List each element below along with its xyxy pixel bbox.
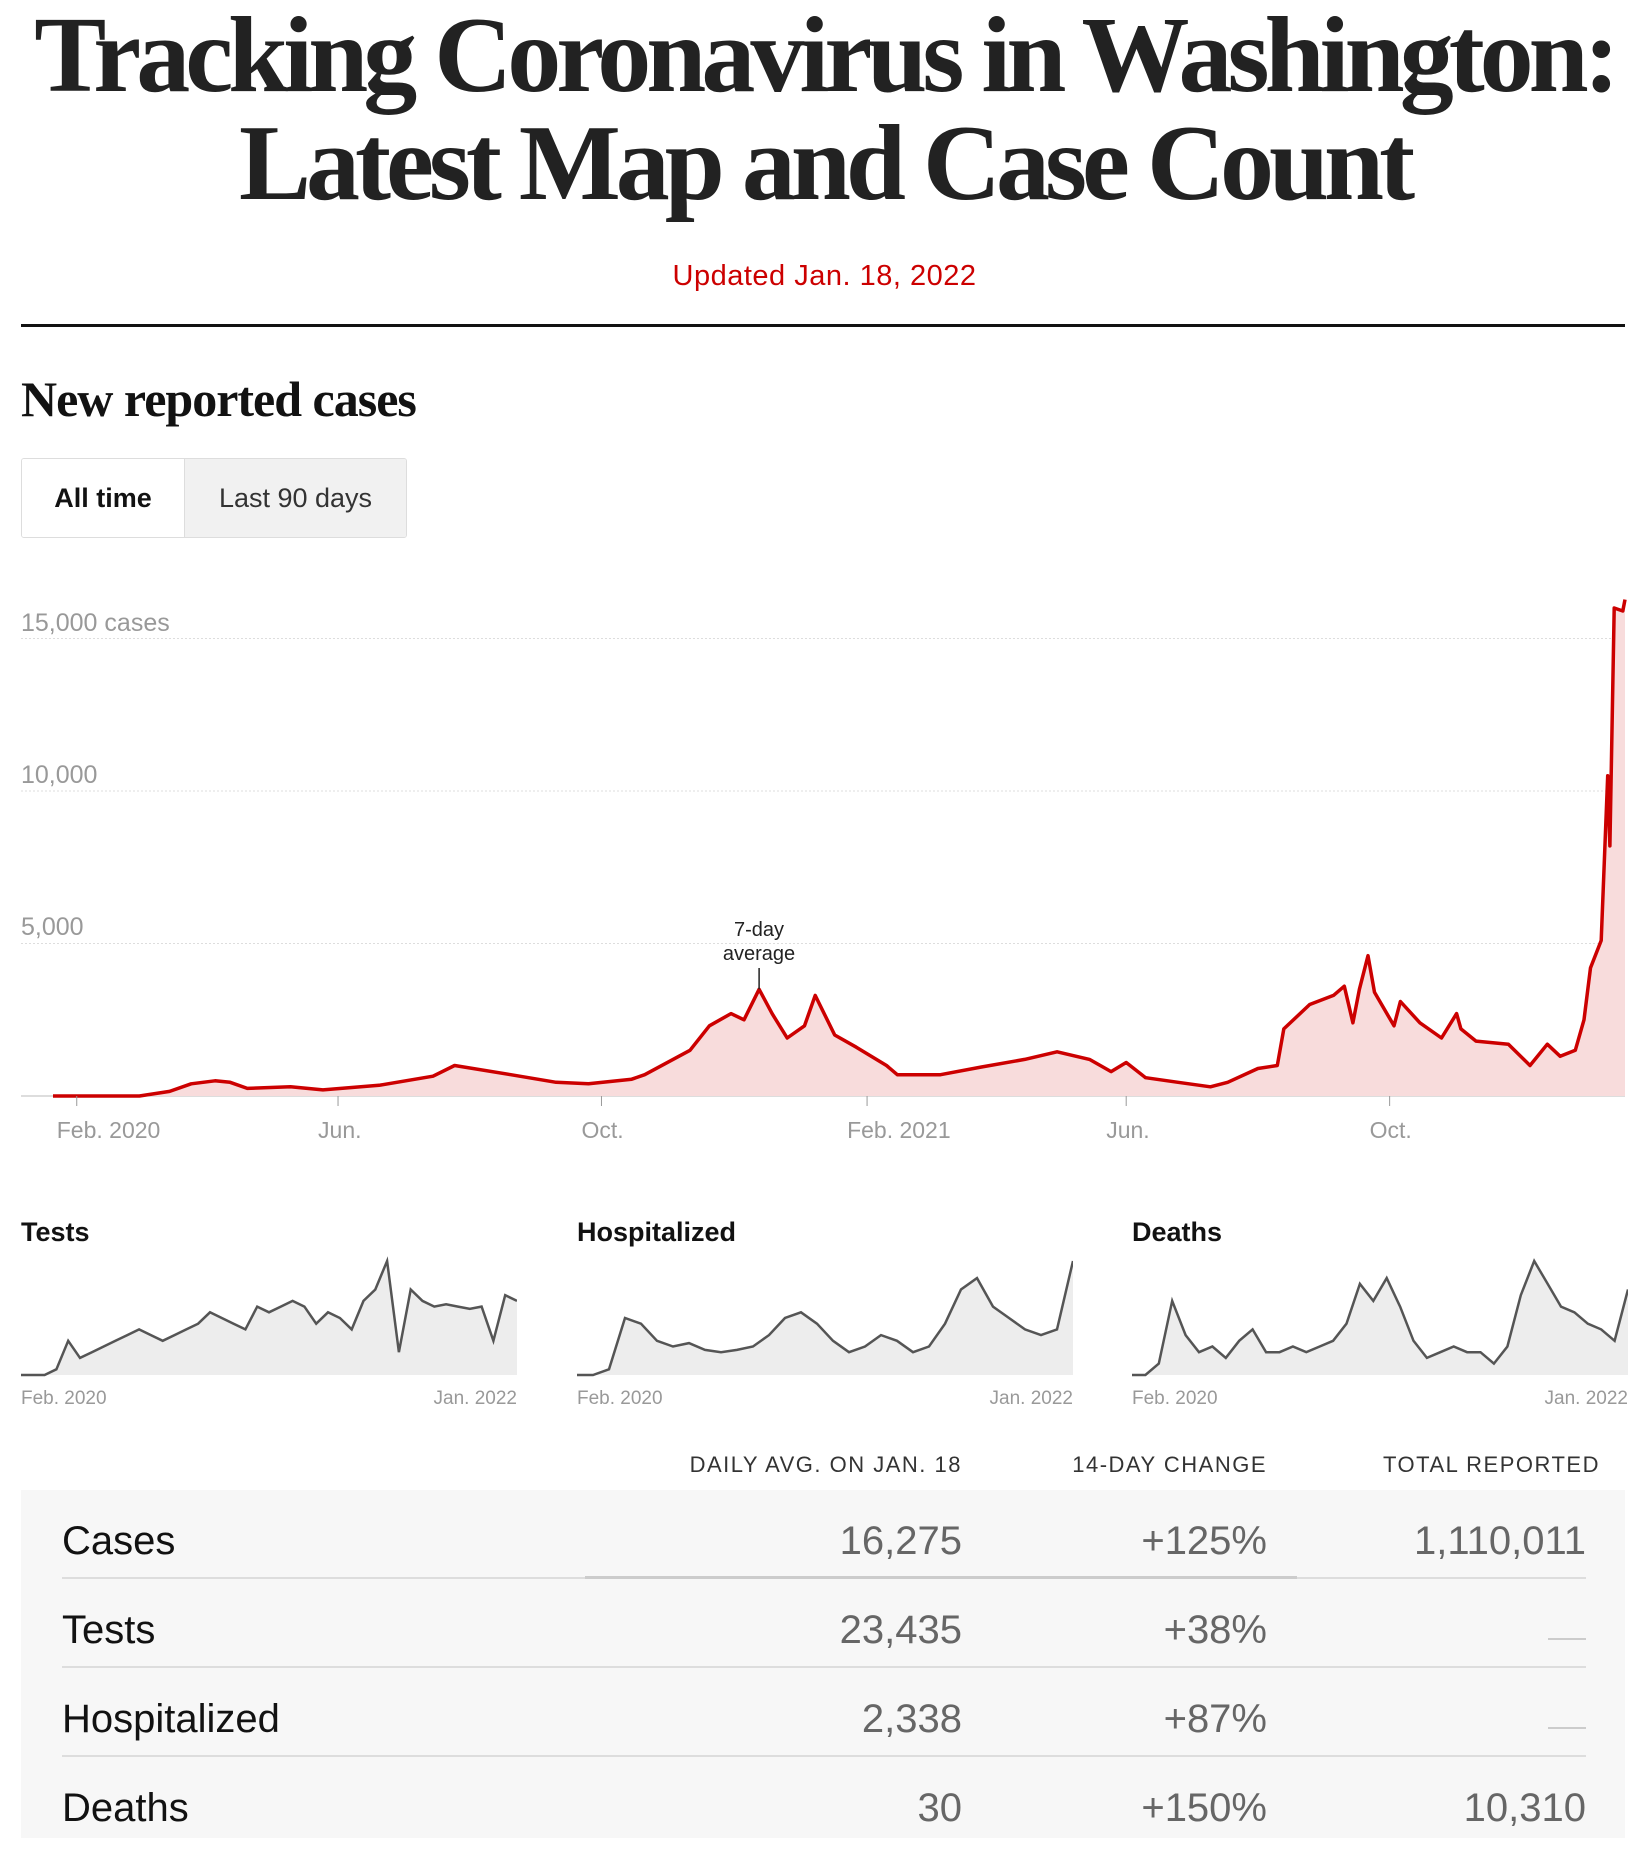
cases-total: 1,110,011 — [1413, 1519, 1586, 1563]
cases-change: +125% — [1141, 1519, 1267, 1563]
hospitalized-sparkline — [577, 1260, 1073, 1377]
tab-all-time[interactable]: All time — [22, 459, 185, 537]
spark-x-start: Feb. 2020 — [1132, 1388, 1218, 1409]
row-divider — [62, 1666, 1586, 1668]
spark-x-start: Feb. 2020 — [21, 1388, 107, 1409]
hospitalized-change: +87% — [1163, 1697, 1267, 1741]
sparkline-line — [577, 1260, 1073, 1377]
row-label-deaths: Deaths — [62, 1786, 189, 1830]
tests-chart-title: Tests — [21, 1217, 90, 1247]
annotation-line-2: average — [722, 943, 796, 965]
row-divider — [62, 1755, 1586, 1757]
header-total-reported: TOTAL REPORTED — [1382, 1452, 1600, 1477]
y-tick-label: 5,000 — [21, 913, 84, 941]
title-line-1: Tracking Coronavirus in Washington: — [34, 0, 1619, 115]
sparkline-line — [1132, 1258, 1628, 1377]
deaths-total: 10,310 — [1463, 1786, 1586, 1830]
hospitalized-chart-title: Hospitalized — [577, 1217, 737, 1247]
section-title: New reported cases — [21, 371, 417, 427]
sparkline-line — [21, 1256, 517, 1377]
y-tick-label: 10,000 — [21, 761, 98, 789]
spark-x-end: Jan. 2022 — [433, 1388, 517, 1409]
annotation-label: 7-day average — [709, 918, 809, 966]
cases-7-day-average-line — [53, 599, 1627, 1098]
y-tick-label: 15,000 cases — [21, 609, 170, 637]
x-tick-label: Feb. 2021 — [847, 1117, 951, 1143]
x-tick-label: Feb. 2020 — [56, 1117, 161, 1143]
cases-chart — [21, 599, 1627, 1106]
row-label-tests: Tests — [62, 1608, 156, 1652]
sparkline-area — [21, 1261, 517, 1375]
row-label-cases: Cases — [62, 1519, 176, 1563]
spark-x-start: Feb. 2020 — [577, 1388, 663, 1409]
tests-daily-avg: 23,435 — [839, 1608, 962, 1652]
tests-sparkline — [21, 1256, 517, 1377]
spark-x-end: Jan. 2022 — [1544, 1388, 1628, 1409]
tests-total-empty: — — [1548, 1638, 1586, 1640]
updated-timestamp: Updated Jan. 18, 2022 — [672, 260, 977, 292]
x-tick-label: Jun. — [318, 1117, 362, 1143]
title-line-2: Latest Map and Case Count — [238, 104, 1415, 223]
header-14-day-change: 14-DAY CHANGE — [1072, 1452, 1267, 1477]
page-title: Tracking Coronavirus in Washington: Late… — [0, 2, 1649, 218]
deaths-daily-avg: 30 — [917, 1786, 963, 1830]
tab-last-90-days[interactable]: Last 90 days — [185, 459, 406, 537]
deaths-change: +150% — [1141, 1786, 1267, 1830]
deaths-sparkline — [1132, 1258, 1628, 1377]
summary-table — [21, 1490, 1625, 1838]
divider — [21, 324, 1625, 327]
x-tick-label: Jun. — [1106, 1117, 1150, 1143]
annotation-line-1: 7-day — [733, 919, 785, 941]
time-range-toggle: All time Last 90 days — [21, 458, 407, 538]
x-tick-label: Oct. — [581, 1117, 624, 1143]
spark-x-end: Jan. 2022 — [989, 1388, 1073, 1409]
row-highlight-divider — [585, 1576, 1297, 1579]
cases-daily-avg: 16,275 — [839, 1519, 962, 1563]
deaths-chart-title: Deaths — [1132, 1217, 1223, 1247]
x-tick-label: Oct. — [1369, 1117, 1412, 1143]
header-daily-avg: DAILY AVG. ON JAN. 18 — [689, 1452, 962, 1477]
tests-change: +38% — [1163, 1608, 1267, 1652]
sparkline-area — [1132, 1261, 1628, 1375]
hospitalized-total-empty: — — [1548, 1727, 1586, 1729]
sparkline-area — [577, 1261, 1073, 1375]
row-label-hospitalized: Hospitalized — [62, 1697, 280, 1741]
cases-area — [53, 599, 1625, 1096]
hospitalized-daily-avg: 2,338 — [861, 1697, 962, 1741]
